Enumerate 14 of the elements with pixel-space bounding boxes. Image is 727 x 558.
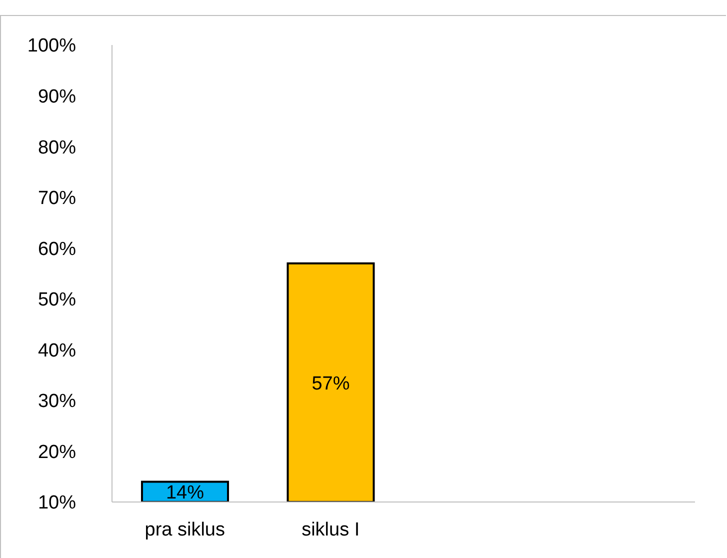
y-tick-label: 50% <box>38 290 76 311</box>
x-tick-label: siklus I <box>302 519 360 540</box>
y-tick-label: 70% <box>38 188 76 210</box>
x-tick-label: pra siklus <box>144 519 225 540</box>
y-tick-label: 20% <box>38 442 76 463</box>
y-tick-label: 90% <box>38 86 76 108</box>
y-tick-label: 100% <box>27 36 76 57</box>
y-tick-label: 10% <box>38 492 76 514</box>
y-tick-label: 30% <box>38 391 76 412</box>
y-tick-label: 60% <box>38 238 76 260</box>
y-tick-label: 80% <box>38 137 76 158</box>
y-tick-label: 40% <box>38 340 76 362</box>
data-label: 57% <box>312 373 350 394</box>
data-label: 14% <box>166 482 204 504</box>
